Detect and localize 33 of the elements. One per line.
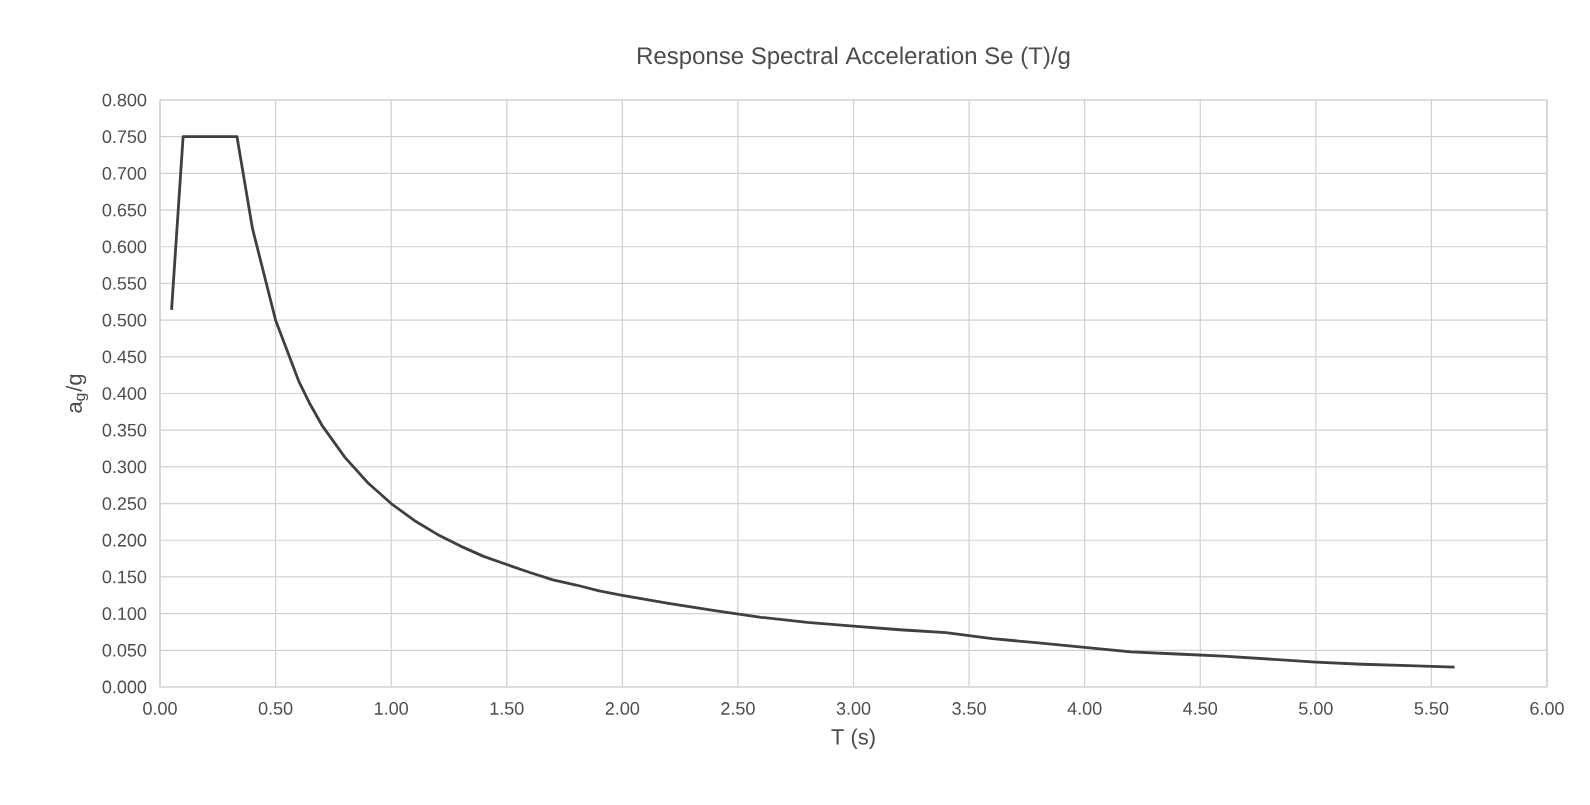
- x-tick-label: 0.00: [143, 702, 177, 715]
- x-tick-label: 5.50: [1414, 702, 1449, 715]
- x-tick-label: 6.00: [1530, 702, 1564, 715]
- chart-title: Response Spectral Acceleration Se (T)/g: [638, 46, 1070, 69]
- y-tick-label: 0.350: [102, 423, 147, 437]
- y-tick-label: 0.550: [102, 277, 147, 290]
- y-tick-label: 0.450: [102, 350, 147, 364]
- x-tick-label: 1.50: [490, 702, 524, 715]
- x-tick-label: 3.50: [952, 702, 986, 715]
- y-tick-label: 0.200: [102, 533, 147, 547]
- y-tick-label: 0.700: [102, 167, 147, 180]
- y-tick-label: 0.650: [102, 203, 147, 217]
- x-axis-title: T (s): [831, 728, 875, 750]
- y-tick-label: 0.500: [102, 313, 147, 327]
- x-tick-label: 0.50: [258, 702, 293, 715]
- y-axis-title: a$_{g}$/g: [65, 374, 89, 413]
- y-tick-label: 0.750: [102, 130, 147, 144]
- y-tick-label: 0.250: [102, 497, 147, 510]
- x-tick-label: 2.50: [721, 702, 755, 715]
- y-tick-label: 0.400: [102, 387, 147, 400]
- y-tick-label: 0.000: [102, 680, 147, 694]
- y-tick-label: 0.100: [102, 607, 147, 621]
- x-tick-label: 2.00: [605, 702, 640, 715]
- x-tick-label: 4.50: [1183, 702, 1218, 715]
- y-tick-label: 0.600: [102, 240, 147, 254]
- y-tick-label: 0.050: [102, 643, 147, 657]
- y-tick-label: 0.800: [102, 93, 147, 107]
- y-tick-label: 0.150: [102, 570, 147, 584]
- x-tick-label: 4.00: [1067, 702, 1102, 715]
- x-tick-label: 3.00: [836, 702, 871, 715]
- x-tick-label: 1.00: [375, 702, 408, 715]
- y-tick-label: 0.300: [102, 460, 147, 474]
- x-tick-label: 5.00: [1299, 702, 1333, 715]
